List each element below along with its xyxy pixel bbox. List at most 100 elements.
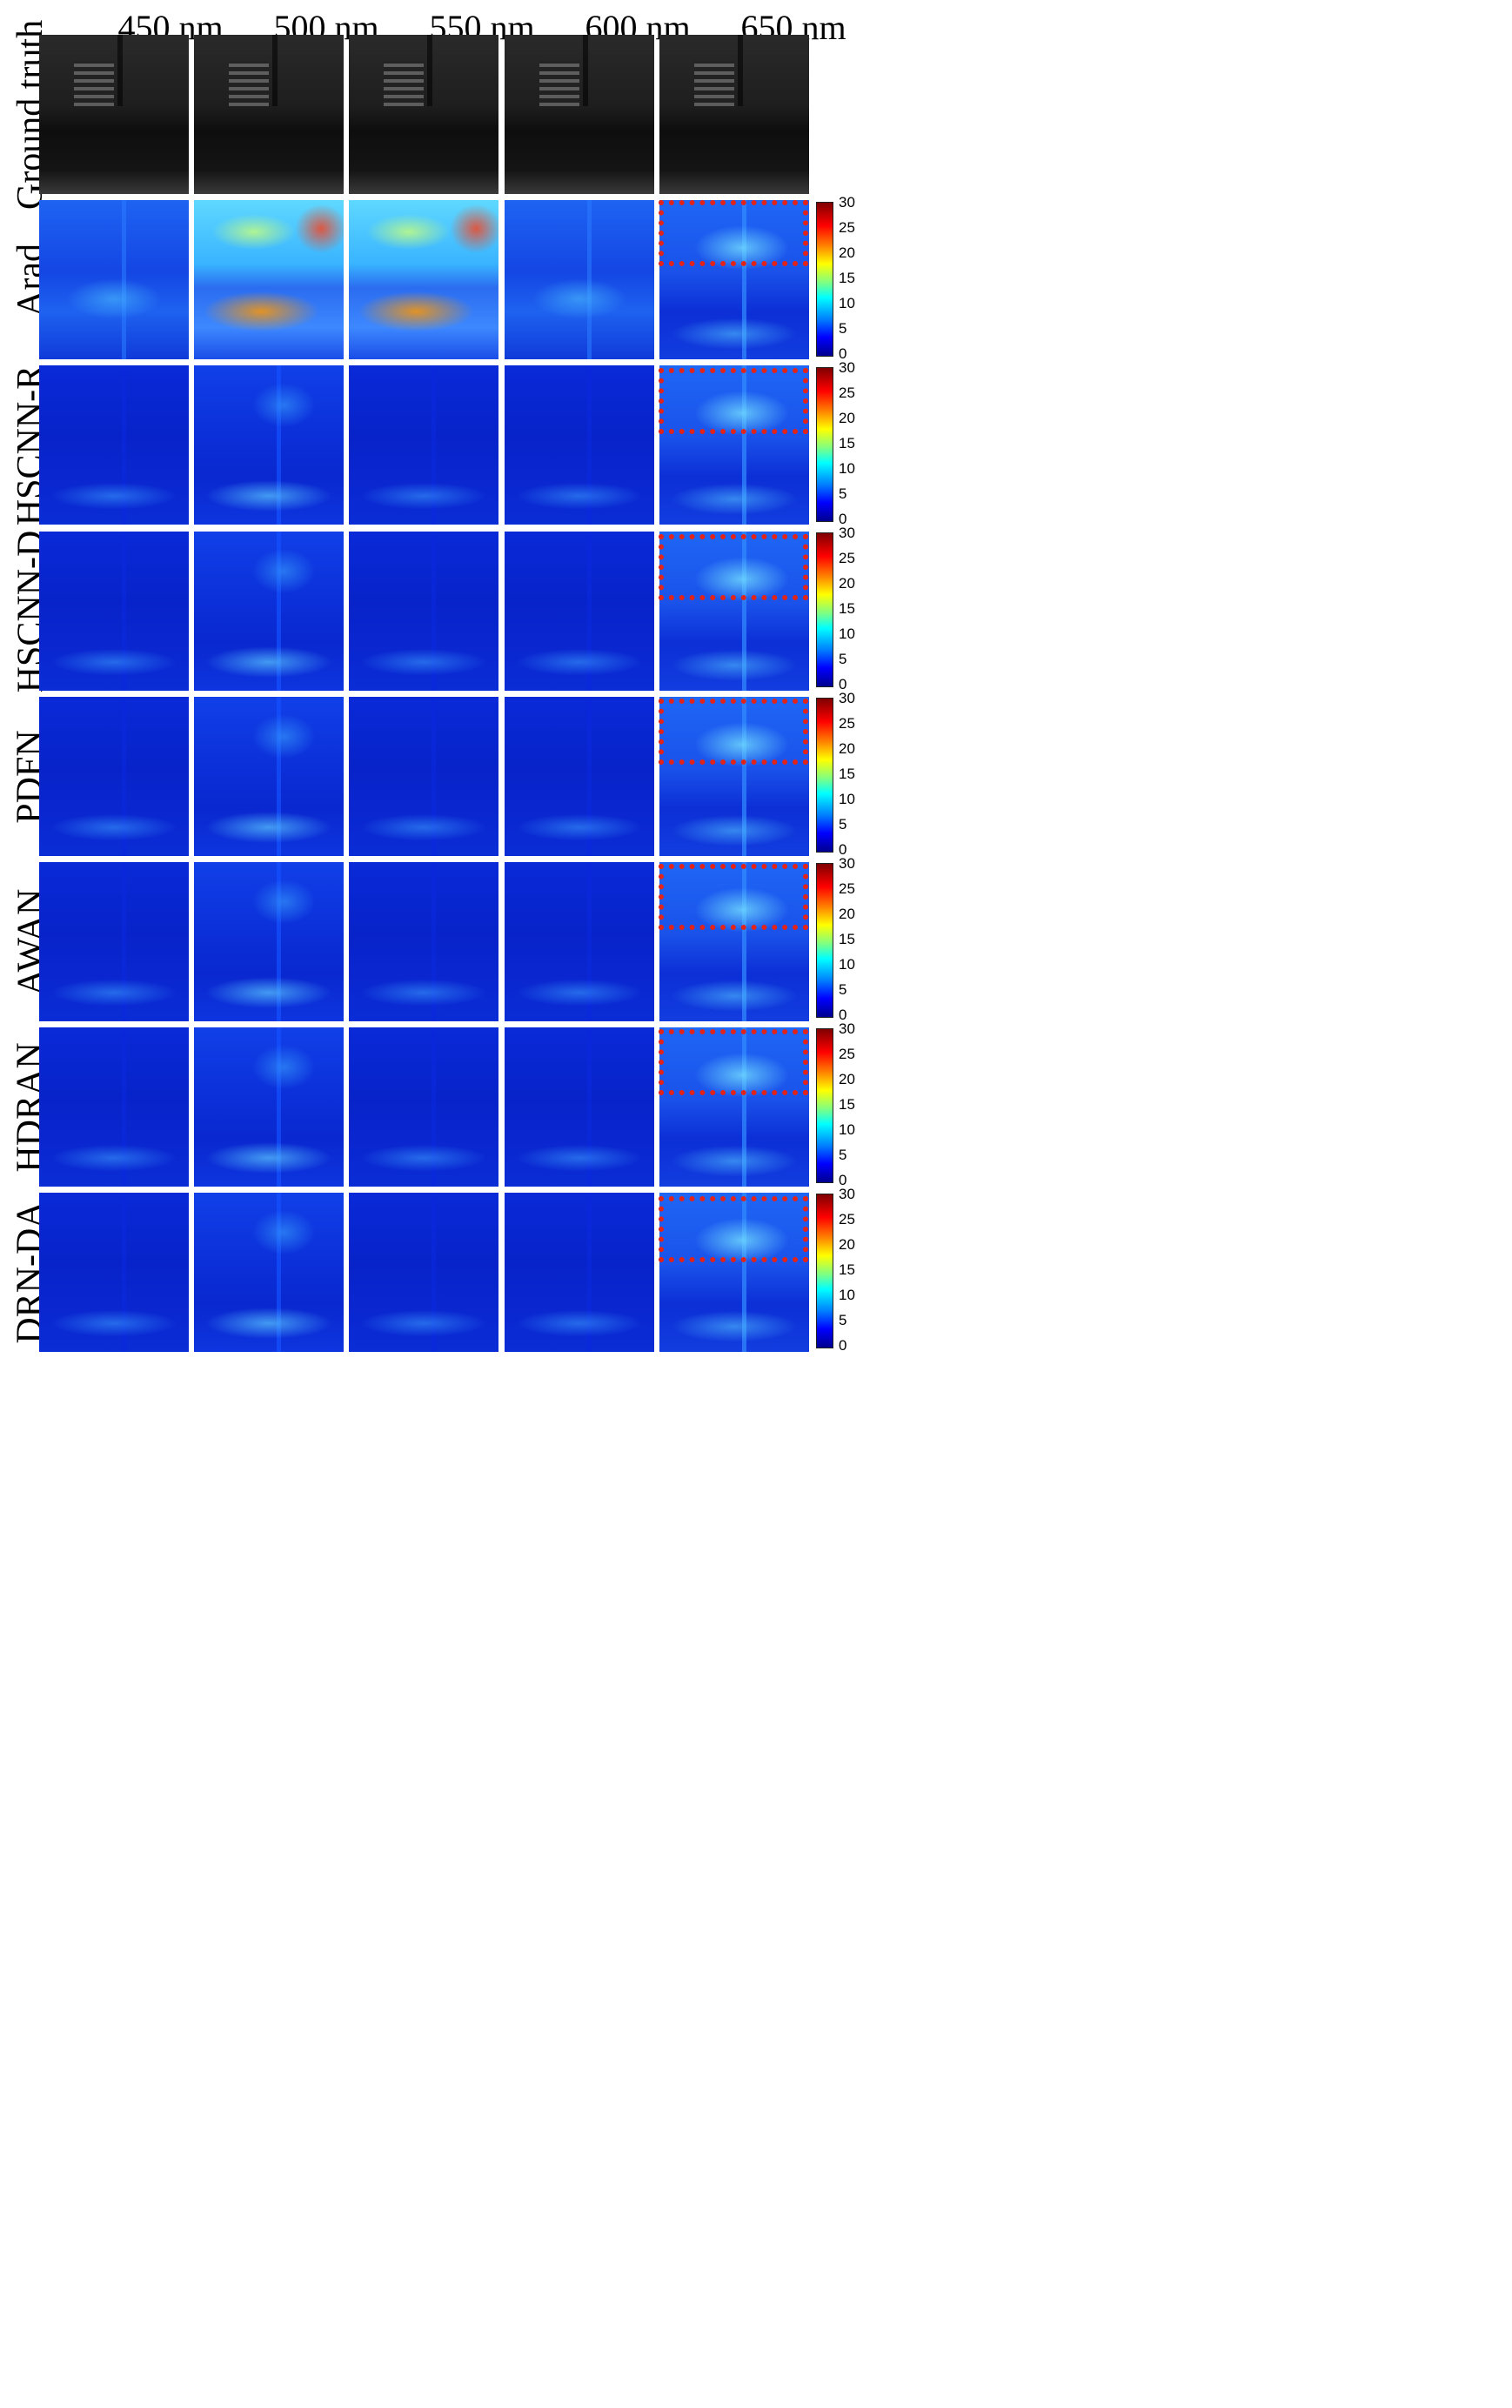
colorbar-tick-label: 30 [839, 194, 855, 211]
panel-pdfn-650nm [659, 697, 809, 856]
panel-hscnn-r-550nm [349, 365, 498, 525]
colorbar-tick-label: 25 [839, 1046, 855, 1062]
colorbar-tick-label: 20 [839, 906, 855, 922]
panel-arad-650nm [659, 200, 809, 359]
colorbar-tick-label: 0 [839, 345, 847, 362]
colorbar-tick-label: 30 [839, 1020, 855, 1037]
colorbar-tick-label: 10 [839, 295, 855, 311]
colorbar-tick-label: 0 [839, 1007, 847, 1023]
colorbar-awan [816, 863, 833, 1018]
panel-ground-truth-550nm [349, 35, 498, 194]
panel-hscnn-d-450nm [39, 532, 189, 691]
highlight-box-pdfn [659, 699, 808, 765]
panel-awan-600nm [505, 862, 654, 1021]
colorbar-tick-label: 5 [839, 1147, 847, 1163]
panel-ground-truth-500nm [194, 35, 344, 194]
colorbar-hdran [816, 1028, 833, 1183]
colorbar-tick-label: 30 [839, 1186, 855, 1202]
colorbar-tick-label: 30 [839, 525, 855, 541]
panel-hscnn-d-550nm [349, 532, 498, 691]
panel-hscnn-d-500nm [194, 532, 344, 691]
panel-hscnn-r-650nm [659, 365, 809, 525]
colorbar-tick-label: 20 [839, 244, 855, 261]
colorbar-tick-label: 0 [839, 1172, 847, 1188]
colorbar-tick-label: 20 [839, 1071, 855, 1087]
colorbar-tick-label: 5 [839, 816, 847, 833]
panel-pdfn-500nm [194, 697, 344, 856]
panel-pdfn-450nm [39, 697, 189, 856]
colorbar-tick-label: 5 [839, 320, 847, 337]
colorbar-tick-label: 25 [839, 550, 855, 566]
panel-arad-500nm [194, 200, 344, 359]
panel-awan-450nm [39, 862, 189, 1021]
colorbar-tick-label: 10 [839, 956, 855, 973]
panel-arad-450nm [39, 200, 189, 359]
panel-hdran-650nm [659, 1027, 809, 1187]
panel-drn-da-650nm [659, 1193, 809, 1352]
highlight-box-hscnn-d [659, 534, 808, 600]
colorbar-tick-label: 0 [839, 676, 847, 692]
panel-hscnn-d-600nm [505, 532, 654, 691]
panel-ground-truth-450nm [39, 35, 189, 194]
colorbar-tick-label: 15 [839, 435, 855, 452]
colorbar-tick-label: 0 [839, 511, 847, 527]
colorbar-tick-label: 20 [839, 1236, 855, 1253]
colorbar-tick-label: 30 [839, 359, 855, 376]
panel-ground-truth-650nm [659, 35, 809, 194]
highlight-box-arad [659, 200, 808, 266]
colorbar-arad [816, 202, 833, 357]
panel-drn-da-600nm [505, 1193, 654, 1352]
panel-awan-500nm [194, 862, 344, 1021]
highlight-box-hdran [659, 1029, 808, 1095]
panel-hdran-600nm [505, 1027, 654, 1187]
panel-awan-550nm [349, 862, 498, 1021]
panel-drn-da-550nm [349, 1193, 498, 1352]
colorbar-hscnn-d [816, 532, 833, 687]
panel-hdran-550nm [349, 1027, 498, 1187]
colorbar-tick-label: 20 [839, 410, 855, 426]
colorbar-tick-label: 10 [839, 791, 855, 807]
colorbar-tick-label: 0 [839, 841, 847, 858]
colorbar-tick-label: 25 [839, 219, 855, 236]
colorbar-tick-label: 20 [839, 740, 855, 757]
highlight-box-hscnn-r [659, 368, 808, 434]
panel-hdran-450nm [39, 1027, 189, 1187]
panel-pdfn-550nm [349, 697, 498, 856]
colorbar-tick-label: 0 [839, 1337, 847, 1354]
colorbar-tick-label: 20 [839, 575, 855, 592]
colorbar-tick-label: 10 [839, 1287, 855, 1303]
colorbar-tick-label: 10 [839, 625, 855, 642]
colorbar-tick-label: 5 [839, 1312, 847, 1328]
colorbar-drn-da [816, 1194, 833, 1348]
panel-ground-truth-600nm [505, 35, 654, 194]
colorbar-tick-label: 10 [839, 460, 855, 477]
panel-drn-da-500nm [194, 1193, 344, 1352]
colorbar-tick-label: 10 [839, 1121, 855, 1138]
colorbar-tick-label: 15 [839, 1261, 855, 1278]
colorbar-tick-label: 25 [839, 880, 855, 897]
panel-drn-da-450nm [39, 1193, 189, 1352]
highlight-box-awan [659, 864, 808, 930]
colorbar-tick-label: 30 [839, 690, 855, 706]
panel-hscnn-d-650nm [659, 532, 809, 691]
colorbar-tick-label: 15 [839, 600, 855, 617]
colorbar-pdfn [816, 698, 833, 853]
panel-pdfn-600nm [505, 697, 654, 856]
colorbar-tick-label: 25 [839, 715, 855, 732]
colorbar-tick-label: 5 [839, 651, 847, 667]
panel-hscnn-r-500nm [194, 365, 344, 525]
colorbar-tick-label: 5 [839, 981, 847, 998]
panel-hscnn-r-450nm [39, 365, 189, 525]
colorbar-tick-label: 25 [839, 385, 855, 401]
colorbar-tick-label: 5 [839, 485, 847, 502]
panel-arad-600nm [505, 200, 654, 359]
colorbar-tick-label: 15 [839, 931, 855, 947]
panel-hdran-500nm [194, 1027, 344, 1187]
colorbar-hscnn-r [816, 367, 833, 522]
panel-hscnn-r-600nm [505, 365, 654, 525]
panel-awan-650nm [659, 862, 809, 1021]
highlight-box-drn-da [659, 1196, 808, 1262]
colorbar-tick-label: 25 [839, 1211, 855, 1227]
colorbar-tick-label: 30 [839, 855, 855, 872]
colorbar-tick-label: 15 [839, 766, 855, 782]
